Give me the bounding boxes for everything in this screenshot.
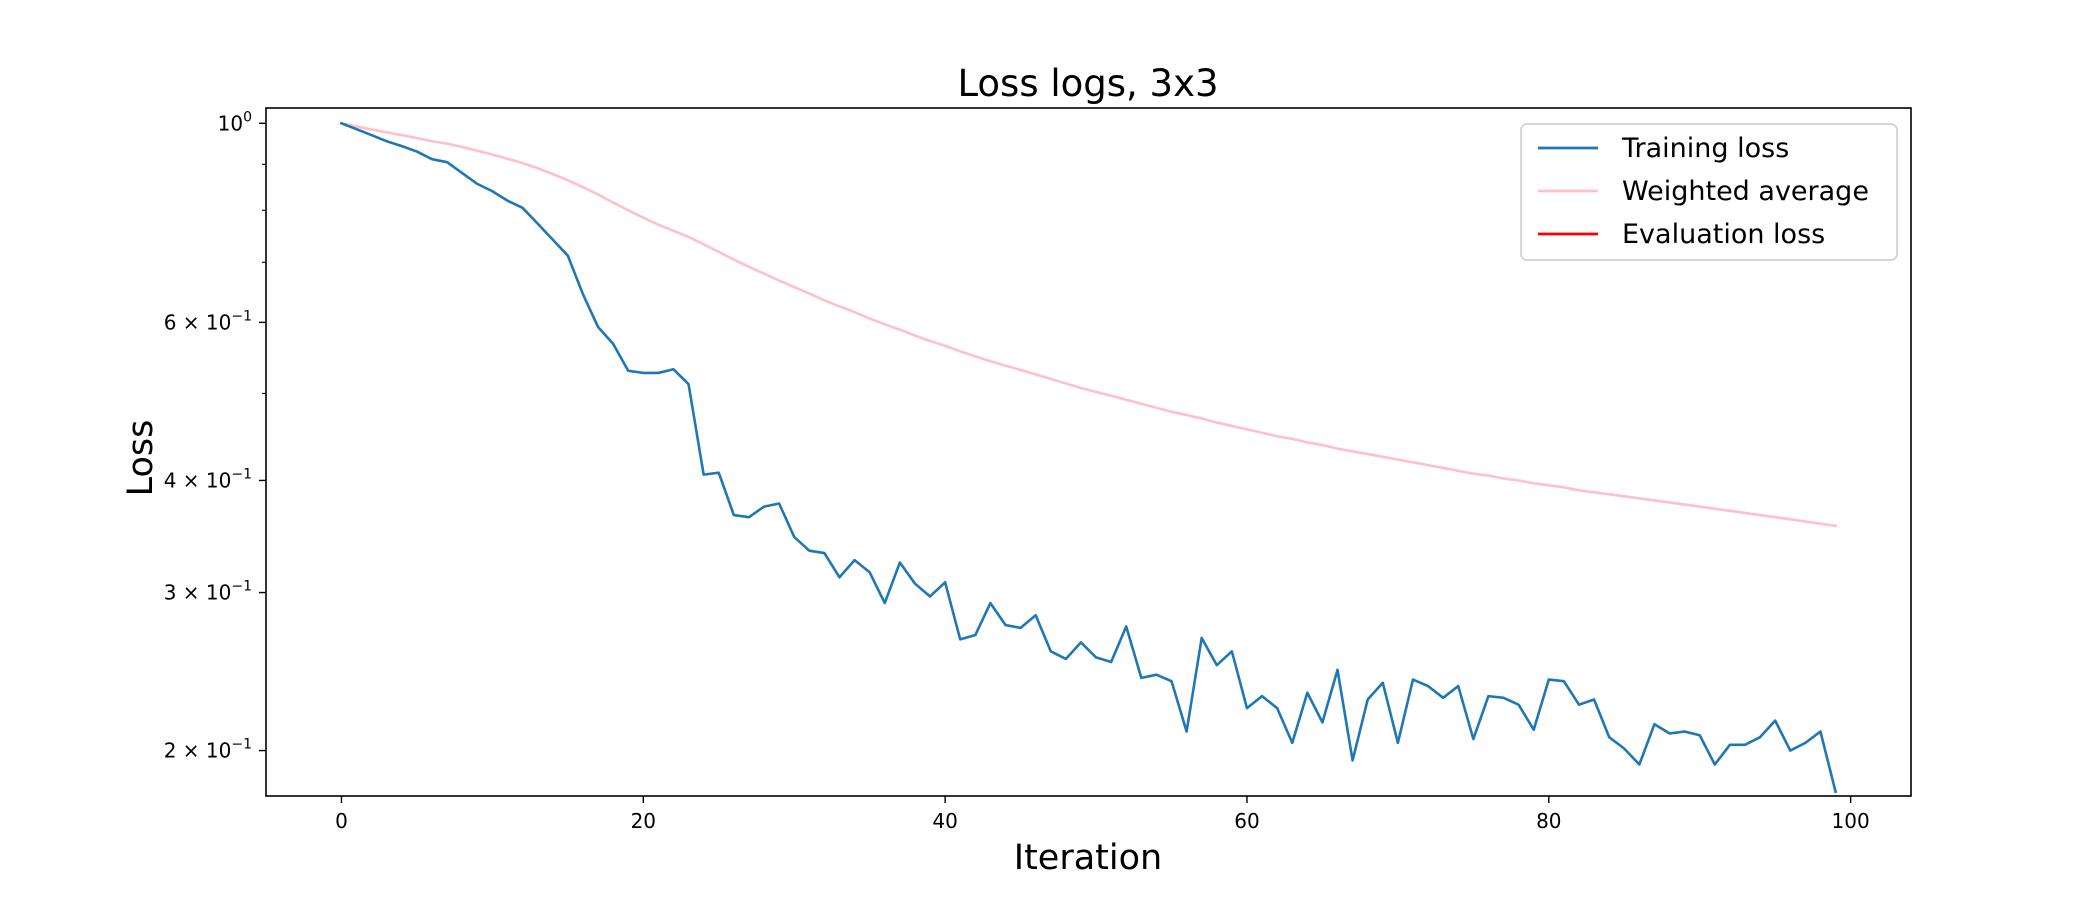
x-tick-label: 100 <box>1832 809 1870 833</box>
y-tick-label: 4 × 10−1 <box>164 466 252 492</box>
legend-label: Evaluation loss <box>1622 219 1825 250</box>
y-tick-base: 10 <box>218 111 243 135</box>
x-tick-label: 60 <box>1234 809 1259 833</box>
series-line-weighted-average <box>339 121 1838 528</box>
y-tick-exponent: 0 <box>243 109 252 125</box>
plot-frame <box>265 107 1912 797</box>
chart-title: Loss logs, 3x3 <box>957 62 1218 105</box>
y-tick-exponent: −1 <box>231 737 252 753</box>
y-axis-label: Loss <box>121 420 161 497</box>
y-tick-label: 100 <box>218 109 252 135</box>
y-tick-base: 3 × 10 <box>164 581 232 605</box>
y-tick-label: 3 × 10−1 <box>164 579 252 605</box>
y-tick-base: 2 × 10 <box>164 739 232 763</box>
series-line-training-loss <box>339 121 1838 794</box>
legend-box <box>1520 123 1898 261</box>
legend-label: Weighted average <box>1622 176 1869 207</box>
y-axis-label-group: Loss <box>121 420 161 497</box>
x-axis-label: Iteration <box>1014 838 1162 878</box>
y-tick-base: 6 × 10 <box>164 310 232 334</box>
series-lines <box>339 121 1838 794</box>
y-tick-exponent: −1 <box>231 579 252 595</box>
legend: Training loss Weighted average Evaluation … <box>1520 123 1898 261</box>
y-tick-label: 2 × 10−1 <box>164 737 252 763</box>
x-tick-label: 80 <box>1536 809 1561 833</box>
y-tick-label: 6 × 10−1 <box>164 308 252 334</box>
legend-label: Training loss <box>1621 133 1789 164</box>
x-tick-label: 20 <box>631 809 656 833</box>
x-tick-label: 40 <box>932 809 957 833</box>
x-tick-label: 0 <box>335 809 348 833</box>
y-tick-exponent: −1 <box>231 308 252 324</box>
y-tick-base: 4 × 10 <box>164 468 232 492</box>
y-tick-exponent: −1 <box>231 466 252 482</box>
